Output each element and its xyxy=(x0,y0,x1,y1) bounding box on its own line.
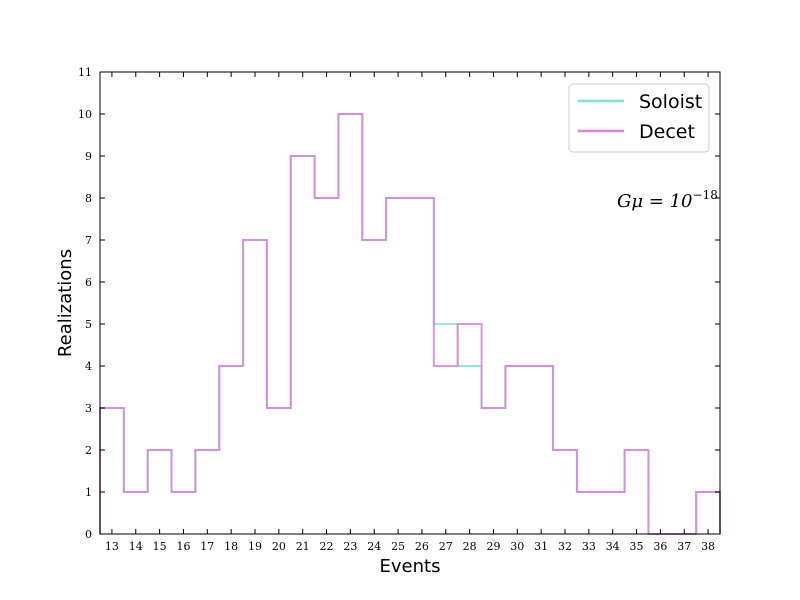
x-tick-label-19: 19 xyxy=(248,540,262,553)
y-tick-label-0: 0 xyxy=(85,528,92,541)
y-tick-label-7: 7 xyxy=(85,234,92,247)
x-tick-label-27: 27 xyxy=(439,540,453,553)
annotation-base: Gμ = 10 xyxy=(617,191,693,212)
x-tick-label-37: 37 xyxy=(677,540,691,553)
x-tick-label-36: 36 xyxy=(653,540,667,553)
y-tick-label-5: 5 xyxy=(85,318,92,331)
x-tick-label-34: 34 xyxy=(606,540,620,553)
y-tick-label-11: 11 xyxy=(78,66,92,79)
y-tick-label-6: 6 xyxy=(85,276,92,289)
legend-label-soloist: Soloist xyxy=(639,91,702,113)
ticks-layer: 13 14 15 16 17 18 19 20 21 22 23 24 25 26 27 28 29 30 31 32… xyxy=(78,66,720,553)
y-tick-label-10: 10 xyxy=(78,108,92,121)
series-layer xyxy=(99,113,721,535)
x-tick-label-30: 30 xyxy=(510,540,524,553)
x-tick-label-14: 14 xyxy=(129,540,143,553)
x-tick-label-31: 31 xyxy=(534,540,548,553)
x-tick-label-24: 24 xyxy=(367,540,381,553)
y-tick-label-1: 1 xyxy=(85,486,92,499)
legend: Soloist Decet xyxy=(568,83,710,153)
x-axis-label: Events xyxy=(380,556,441,577)
x-tick-label-38: 38 xyxy=(701,540,715,553)
annotation-exponent: −18 xyxy=(693,188,718,202)
x-tick-label-32: 32 xyxy=(558,540,572,553)
y-tick-label-2: 2 xyxy=(85,444,92,457)
y-tick-label-9: 9 xyxy=(85,150,92,163)
g-mu-annotation: Gμ = 10−18 xyxy=(617,188,718,212)
x-tick-label-25: 25 xyxy=(391,540,405,553)
series-line-soloist xyxy=(99,113,721,535)
x-tick-label-22: 22 xyxy=(320,540,334,553)
x-tick-label-20: 20 xyxy=(272,540,286,553)
x-tick-label-29: 29 xyxy=(486,540,500,553)
x-tick-label-13: 13 xyxy=(105,540,119,553)
plot-frame xyxy=(99,71,721,535)
x-tick-label-17: 17 xyxy=(200,540,214,553)
y-tick-label-3: 3 xyxy=(85,402,92,415)
y-tick-label-4: 4 xyxy=(85,360,92,373)
x-tick-label-23: 23 xyxy=(343,540,357,553)
x-tick-label-35: 35 xyxy=(630,540,644,553)
y-tick-label-8: 8 xyxy=(85,192,92,205)
y-axis-label: Realizations xyxy=(55,249,76,357)
x-tick-label-16: 16 xyxy=(176,540,190,553)
x-tick-label-33: 33 xyxy=(582,540,596,553)
series-line-decet xyxy=(99,113,721,535)
x-tick-label-18: 18 xyxy=(224,540,238,553)
x-tick-label-26: 26 xyxy=(415,540,429,553)
legend-label-decet: Decet xyxy=(639,121,695,143)
x-tick-label-21: 21 xyxy=(296,540,310,553)
x-tick-label-28: 28 xyxy=(463,540,477,553)
x-tick-label-15: 15 xyxy=(153,540,167,553)
